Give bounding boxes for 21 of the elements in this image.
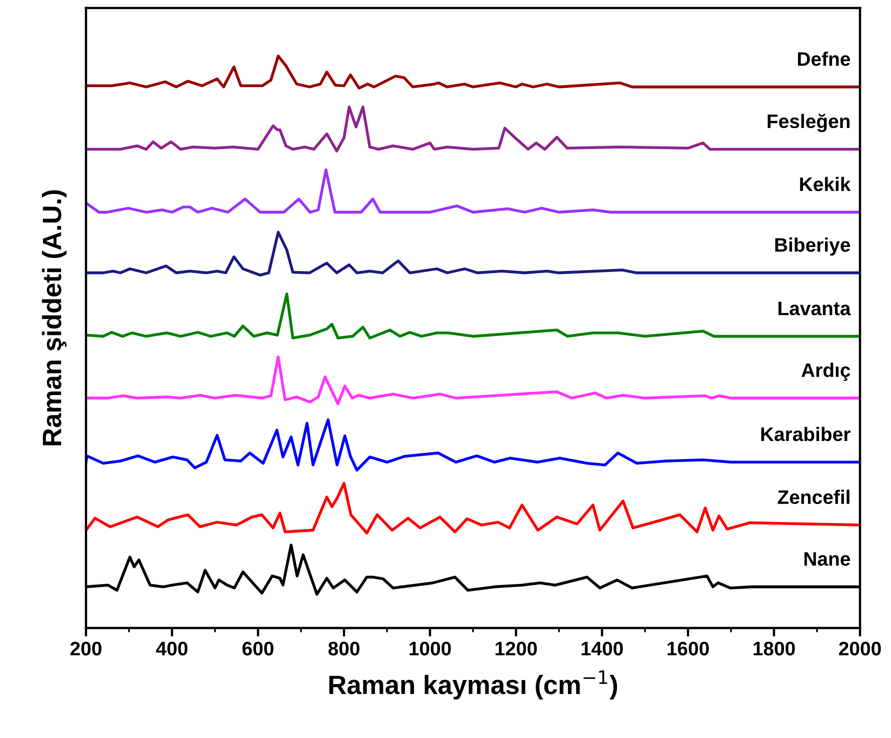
x-tick-label: 1800 [754,642,795,656]
x-tick-label: 600 [242,642,274,656]
series-label: Kekik [800,176,851,192]
series-label: Biberiye [775,238,850,256]
series-label: Defne [798,52,850,66]
series-label: Lavanta [778,302,851,316]
x-tick-label: 1400 [582,642,623,656]
x-tick-label: 800 [328,642,360,656]
series-label: Fesleğen [768,114,850,132]
series-label: Zencefil [778,490,850,504]
x-tick-label: 1600 [668,642,709,656]
y-axis-title: Raman şiddeti (A.U.) [42,190,67,446]
x-tick-label: 1000 [410,642,451,656]
x-tick-label: 1200 [496,642,537,656]
x-axis-title: Raman kayması (cm$^{−1}$) [329,670,618,700]
x-tick-label: 2000 [839,642,881,656]
x-tick-label: 400 [156,642,188,656]
series-label: Karabiber [761,426,850,442]
series-label: Nane [804,552,850,566]
series-label: Ardıç [801,362,850,381]
x-tick-label: 200 [70,642,102,656]
